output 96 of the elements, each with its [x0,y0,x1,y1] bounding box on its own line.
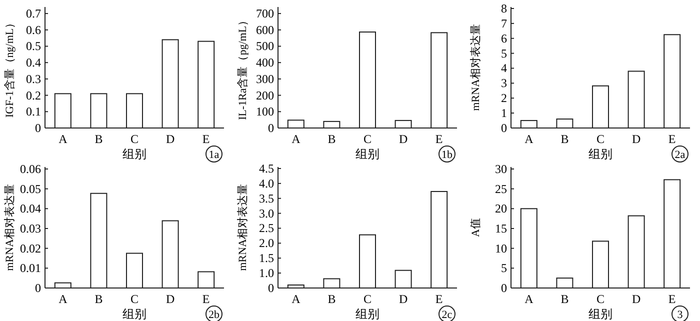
x-tick-label: D [398,132,408,146]
y-tick-label: 1 [501,106,507,120]
y-tick-label: 1.5 [259,251,274,266]
y-tick-label: 0 [35,121,41,135]
y-tick-label: 0 [501,281,507,295]
x-tick-label: E [202,132,210,146]
x-axis-title: 组别 [356,307,380,321]
x-tick-label: C [596,132,605,146]
x-tick-label: A [58,132,68,146]
y-tick-label: 4 [501,61,507,76]
y-axis-title: mRNA相对表达量 [3,184,16,271]
y-tick-label: 0.2 [26,88,41,102]
x-tick-label: E [435,292,443,306]
x-tick-label: A [524,292,534,306]
y-tick-label: 0.01 [20,261,41,276]
y-tick-label: 3.5 [259,191,274,206]
y-tick-label: 20 [495,202,507,216]
y-axis-title: IGF-1含量（ng/mL） [3,17,16,118]
text: 2c [442,309,452,321]
y-tick-label: 0.05 [20,182,41,196]
x-axis-title: 组别 [588,147,612,161]
y-tick-label: 4.5 [259,161,274,176]
y-tick-label: 500 [256,39,274,54]
x-tick-label: B [94,132,103,146]
y-tick-label: 3 [501,76,507,90]
y-tick-label: 0.5 [26,39,41,54]
y-tick-label: 0.4 [26,56,41,70]
x-tick-label: E [202,292,210,306]
x-tick-label: A [292,132,301,146]
y-tick-label: 600 [256,22,274,37]
x-tick-label: A [58,292,68,306]
x-tick-label: B [560,132,569,146]
y-tick-label: 400 [256,56,274,70]
x-tick-label: C [363,292,372,306]
y-tick-label: 7 [501,16,507,30]
x-tick-label: C [130,132,139,146]
y-tick-label: 200 [256,88,274,102]
y-tick-label: 4.0 [259,176,274,190]
y-tick-label: 0.06 [20,162,41,176]
y-tick-label: 8 [501,1,507,16]
text: 1a [208,149,220,161]
x-tick-label: B [328,132,336,146]
y-tick-label: 0.7 [26,6,41,21]
y-tick-label: 1.0 [259,266,274,280]
x-tick-label: B [328,292,336,306]
y-tick-label: 30 [495,162,507,176]
x-axis-title: 组别 [122,307,146,321]
y-axis-title: A值 [470,218,482,237]
x-tick-label: D [166,132,175,146]
y-tick-label: 10 [495,241,507,256]
x-tick-label: D [166,292,175,306]
y-tick-label: 0.03 [20,221,41,236]
y-tick-label: 2 [501,91,507,106]
y-tick-label: 2.0 [259,236,274,250]
x-tick-label: B [560,292,569,306]
x-tick-label: A [292,292,301,306]
y-tick-label: 0 [501,121,507,135]
y-tick-label: 5 [501,261,507,276]
x-tick-label: C [363,132,372,146]
y-tick-label: 0 [268,121,274,135]
y-tick-label: 25 [495,182,507,196]
x-axis-title: 组别 [356,147,380,161]
text: 2a [674,149,686,161]
y-tick-label: 0.3 [26,72,41,86]
y-axis-title: IL-1Ra含量（pg/mL） [236,14,249,120]
y-tick-label: 6 [501,31,507,46]
y-tick-label: 0.6 [26,22,41,37]
y-axis-title: mRNA相对表达量 [469,24,482,111]
x-tick-label: E [435,132,443,146]
y-tick-label: 0.04 [20,202,41,216]
y-tick-label: 100 [256,104,274,119]
text: 2b [208,309,220,321]
x-axis-title: 组别 [122,147,146,161]
y-tick-label: 5 [501,46,507,60]
x-tick-label: D [632,132,641,146]
x-tick-label: E [668,132,676,146]
y-tick-label: 0.02 [20,241,41,256]
y-axis-title: mRNA相对表达量 [236,184,249,271]
x-tick-label: D [398,292,408,306]
x-tick-label: C [130,292,139,306]
y-tick-label: 0 [35,281,41,295]
y-tick-label: 700 [256,6,274,21]
x-tick-label: C [596,292,605,306]
y-tick-label: 3.0 [259,206,274,220]
text: 3 [677,309,684,321]
y-tick-label: 0 [268,281,274,295]
y-tick-label: 300 [256,72,274,86]
y-tick-label: 0.1 [26,104,41,119]
x-tick-label: E [668,292,676,306]
x-axis-title: 组别 [588,307,612,321]
x-tick-label: D [632,292,641,306]
x-tick-label: A [524,132,534,146]
y-tick-label: 15 [495,221,507,236]
text: 1b [442,149,453,161]
x-tick-label: B [94,292,103,306]
y-tick-label: 2.5 [259,221,274,236]
